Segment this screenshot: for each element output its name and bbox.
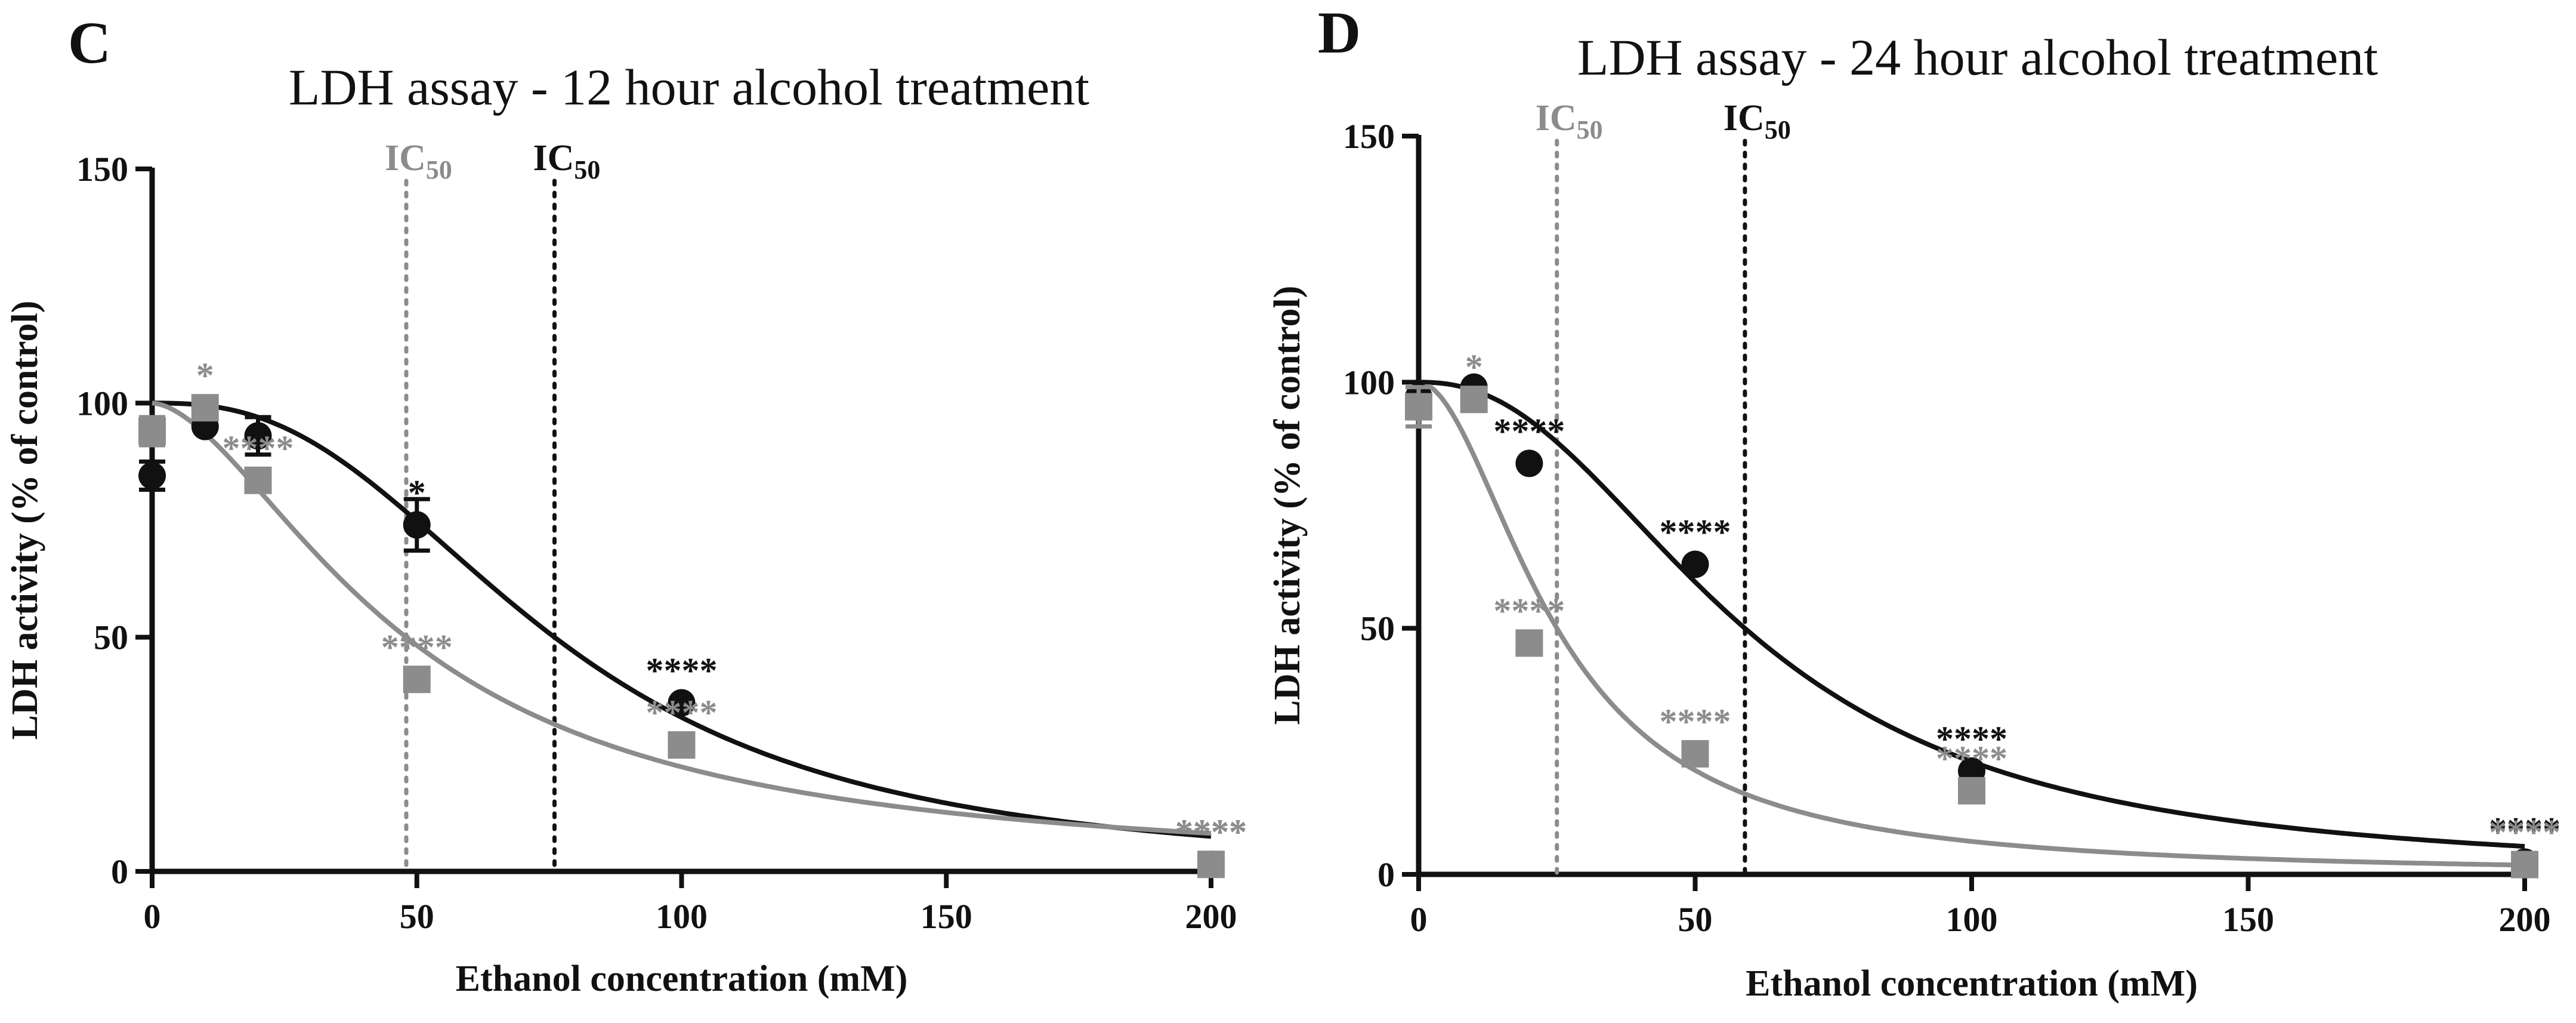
- significance-label: ****: [1660, 512, 1731, 551]
- significance-label: ****: [2489, 813, 2560, 852]
- data-point-square: [1405, 393, 1432, 421]
- data-point-square: [403, 665, 431, 694]
- significance-label: ****: [646, 651, 718, 691]
- chart-panel-c: C LDH assay - 12 hour alcohol treatment 0 5…: [5, 10, 1247, 999]
- significance-label: ****: [646, 693, 718, 732]
- ic50-label-sub: 50: [1577, 115, 1603, 144]
- ic50-label-sub: 50: [574, 155, 600, 184]
- ic50-label-main: IC: [1536, 98, 1577, 138]
- y-axis-label: LDH activity (% of control): [5, 301, 45, 740]
- x-tick-label: 150: [2222, 900, 2274, 939]
- data-point-square: [244, 466, 272, 494]
- data-point-square: [1681, 739, 1709, 768]
- significance-label: ****: [2489, 810, 2560, 849]
- data-point-circle: [403, 511, 431, 539]
- data-point-square: [1197, 851, 1225, 879]
- y-tick-label: 150: [76, 150, 128, 189]
- fit-curve-gray-squares: [1418, 380, 2525, 868]
- fit-curve-black-circles: [152, 400, 1212, 839]
- significance-label: *: [196, 356, 214, 395]
- ic50-label-main: IC: [1723, 98, 1765, 138]
- data-point-square: [1958, 777, 1985, 805]
- y-tick-label: 50: [94, 618, 128, 657]
- y-tick-label: 100: [76, 384, 128, 423]
- significance-label: ****: [1175, 812, 1247, 852]
- fit-curve-gray-squares: [152, 400, 1212, 836]
- data-point-circle: [1515, 449, 1543, 477]
- data-point-square: [668, 731, 696, 759]
- significance-label: ****: [1493, 591, 1565, 630]
- x-tick-label: 100: [1946, 900, 1998, 939]
- x-tick-label: 0: [144, 897, 161, 936]
- ic50-label-sub: 50: [1765, 115, 1791, 144]
- ic50-label-main: IC: [385, 138, 426, 178]
- ic50-label-sub: 50: [426, 155, 452, 184]
- data-point-square: [138, 417, 166, 445]
- ic50-label: IC50: [1536, 98, 1603, 144]
- x-tick-label: 200: [2499, 900, 2551, 939]
- significance-label: ****: [381, 627, 453, 667]
- chart-title: LDH assay - 12 hour alcohol treatment: [289, 58, 1089, 116]
- ic50-label: IC50: [1723, 98, 1791, 144]
- y-tick-label: 0: [1377, 855, 1395, 894]
- significance-label: ****: [1936, 739, 2007, 778]
- x-tick-label: 150: [921, 897, 972, 936]
- panel-label: C: [68, 10, 111, 76]
- data-point-circle: [244, 422, 272, 450]
- ic50-label: IC50: [533, 138, 601, 184]
- data-point-square: [2511, 851, 2538, 879]
- y-axis-label: LDH activity (% of control): [1267, 286, 1308, 725]
- significance-label: *: [408, 473, 426, 512]
- x-tick-label: 50: [1678, 900, 1713, 939]
- y-tick-label: 50: [1360, 609, 1395, 648]
- data-point-square: [191, 394, 219, 422]
- x-tick-label: 50: [400, 897, 434, 936]
- x-tick-label: 200: [1185, 897, 1237, 936]
- significance-label: ****: [1936, 719, 2007, 759]
- significance-label: ****: [223, 429, 294, 468]
- data-point-square: [1460, 386, 1488, 414]
- significance-label: ****: [1175, 812, 1247, 852]
- y-tick-label: 150: [1343, 117, 1395, 156]
- data-point-circle: [668, 689, 696, 717]
- ic50-label: IC50: [385, 138, 452, 184]
- x-axis-label: Ethanol concentration (mM): [456, 959, 908, 999]
- data-point-circle: [138, 461, 166, 489]
- chart-panel-d: D LDH assay - 24 hour alcohol treatment 0 5…: [1267, 0, 2560, 1004]
- chart-title: LDH assay - 24 hour alcohol treatment: [1577, 29, 2378, 86]
- data-point-circle: [1681, 550, 1709, 578]
- significance-label: *: [1465, 347, 1483, 387]
- y-tick-label: 0: [111, 852, 128, 891]
- y-tick-label: 100: [1343, 363, 1395, 402]
- data-point-square: [1515, 629, 1543, 657]
- ic50-label-main: IC: [533, 138, 574, 178]
- significance-label: ****: [1660, 702, 1731, 741]
- panel-label: D: [1318, 0, 1361, 66]
- x-axis-label: Ethanol concentration (mM): [1746, 963, 2198, 1004]
- x-tick-label: 0: [1410, 900, 1428, 939]
- x-tick-label: 100: [656, 897, 708, 936]
- significance-label: ****: [1493, 411, 1565, 451]
